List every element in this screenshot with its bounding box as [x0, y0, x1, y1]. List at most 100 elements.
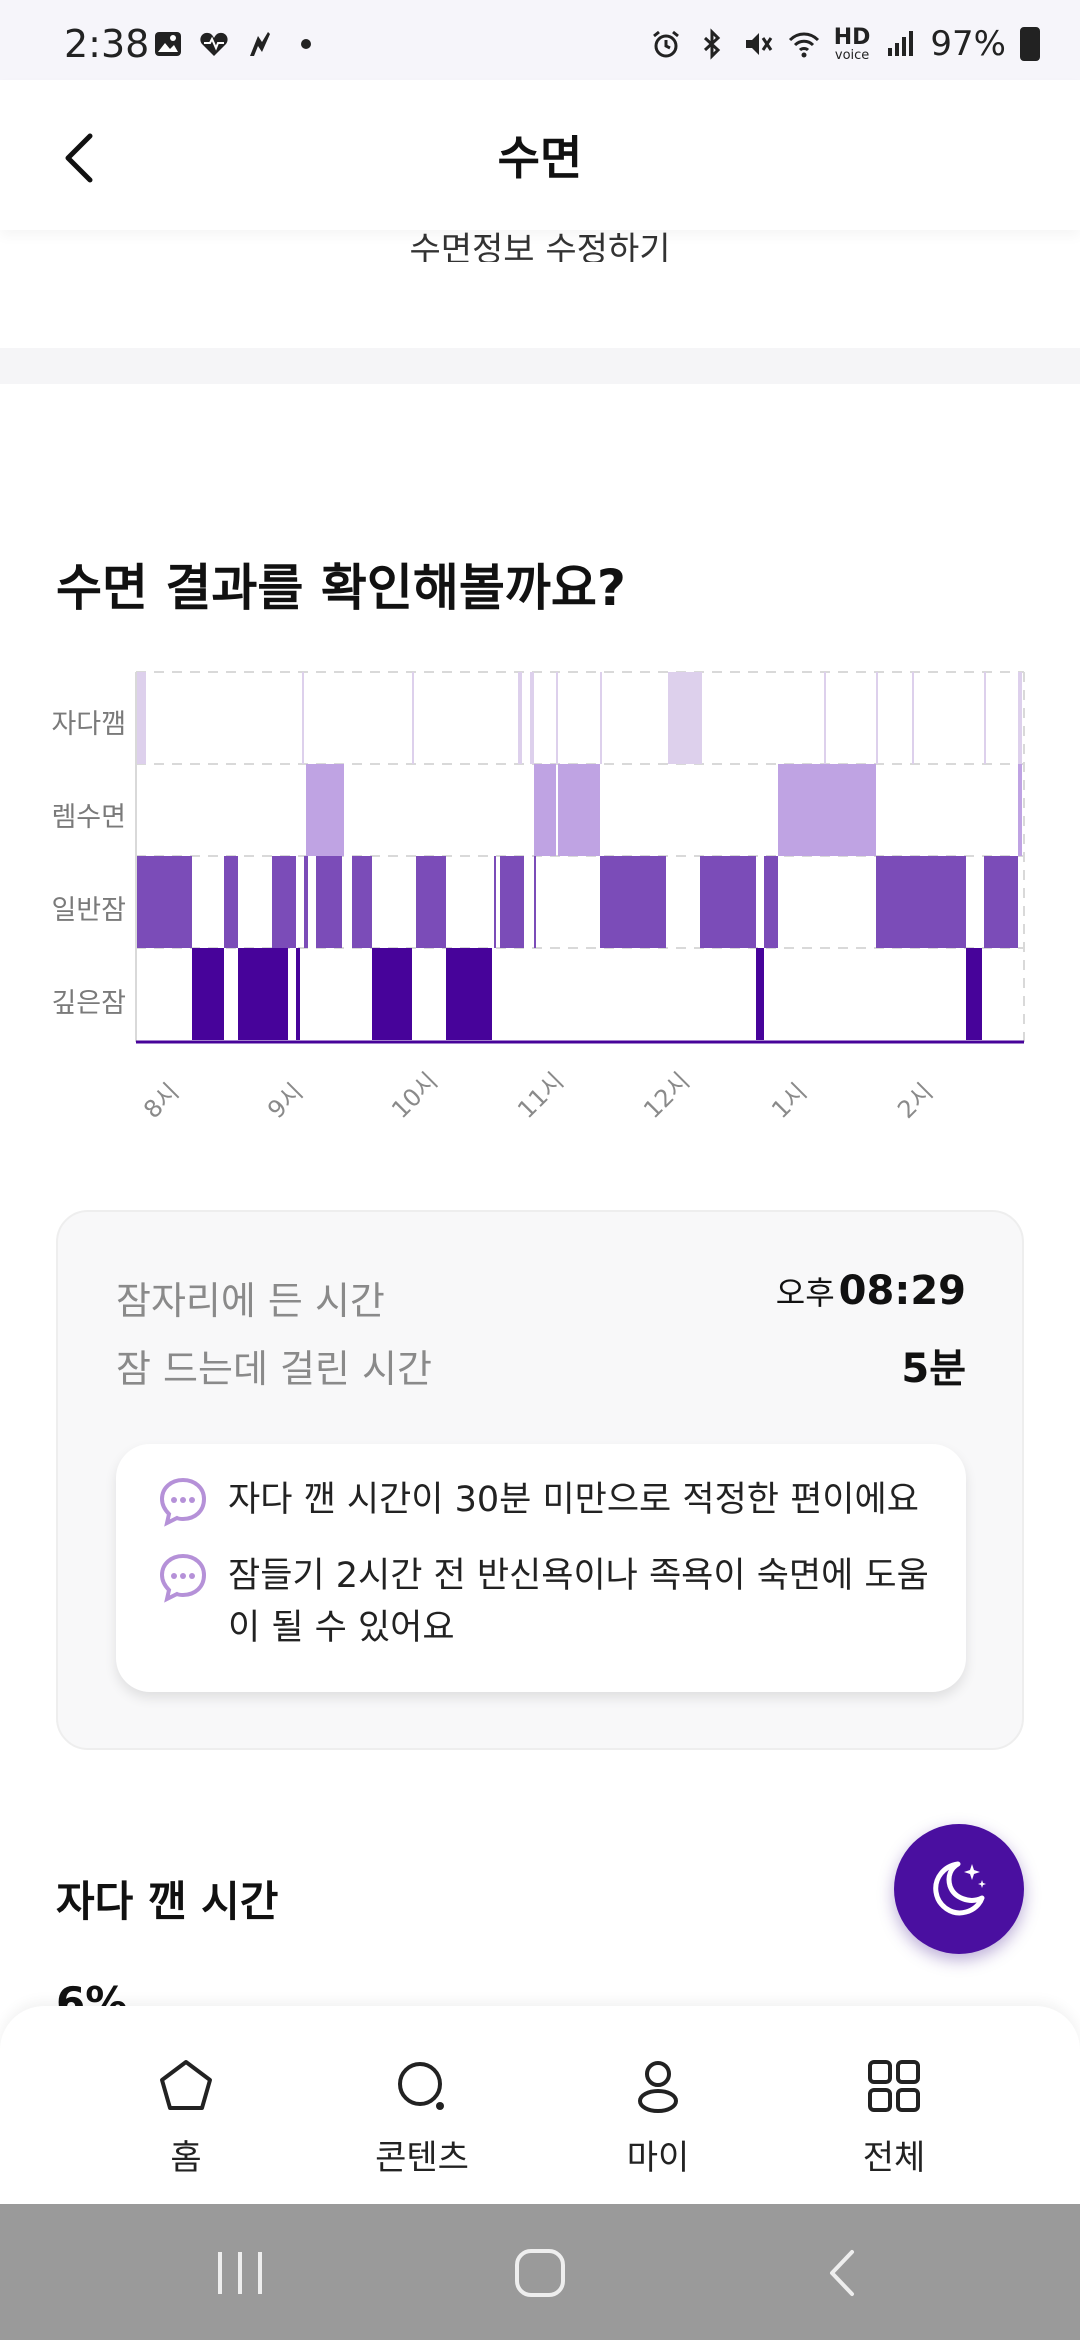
sleep-segment-rem [1018, 764, 1022, 856]
sleep-segment-rem [306, 764, 344, 856]
back-button-icon[interactable] [822, 2246, 862, 2300]
bed-time-clock: 08:29 [838, 1268, 966, 1314]
bottom-navigation: 홈 콘텐츠 마이 전체 [0, 2006, 1080, 2204]
status-time: 2:38 [64, 22, 150, 66]
hypnogram-plot [135, 671, 1025, 1044]
nav-contents-label[interactable]: 콘텐츠 [375, 2138, 469, 2178]
sleep-segment-light [914, 856, 966, 948]
sleep-summary-card: 잠자리에 든 시간 오후 08:29 잠 드는데 걸린 시간 5분 자다 깬 시간… [56, 1210, 1024, 1750]
activity-icon [250, 32, 270, 56]
sleep-onset-value: 5분 [901, 1346, 966, 1392]
home-icon [160, 2060, 212, 2110]
sleep-segment-awake [668, 672, 702, 764]
x-tick-label: 8시 [138, 1077, 185, 1125]
sleep-segment-light [494, 856, 496, 948]
sleep-segment-light [224, 856, 238, 948]
x-tick-label: 2시 [892, 1077, 939, 1125]
grid-icon [868, 2060, 920, 2112]
sleep-segment-awake [556, 672, 558, 764]
tip-item: 잠들기 2시간 전 반신욕이나 족욕이 숙면에 도움이 될 수 있어요 [156, 1550, 948, 1654]
bluetooth-icon [703, 28, 720, 60]
sleep-segment-awake [600, 672, 602, 764]
sleep-stage-chart: 자다깸 렘수면 일반잠 깊은잠 8시 9시 10시 11시 12시 1시 2시 [0, 660, 1080, 1124]
chat-bubble-icon [159, 1553, 207, 1603]
edit-sleep-info-link[interactable]: 수면정보 수정하기 [0, 222, 1080, 262]
x-tick-label: 9시 [262, 1077, 309, 1125]
tip-text: 자다 깬 시간이 30분 미만으로 적정한 편이에요 [228, 1480, 919, 1520]
sleep-segment-light [352, 856, 372, 948]
sleep-segment-light [316, 856, 342, 948]
x-tick-label: 1시 [766, 1077, 813, 1125]
sleep-segment-light [500, 856, 524, 948]
nav-all[interactable]: 전체 [794, 2056, 994, 2179]
sleep-mode-fab[interactable] [894, 1824, 1024, 1954]
signal-icon [888, 31, 914, 56]
bed-time-label: 잠자리에 든 시간 [116, 1279, 385, 1323]
search-icon [398, 2062, 444, 2110]
sleep-segment-awake [824, 672, 826, 764]
sleep-segment-awake [518, 672, 522, 764]
x-tick-label: 11시 [512, 1067, 570, 1125]
app-bar: 수면 [0, 80, 1080, 230]
sleep-result-title: 수면 결과를 확인해볼까요? [56, 559, 626, 617]
sleep-segment-awake [530, 672, 534, 764]
sleep-segment-deep [192, 948, 224, 1040]
sleep-segment-light [137, 856, 192, 948]
y-label-awake: 자다깸 [51, 709, 126, 740]
sleep-tips-box: 자다 깬 시간이 30분 미만으로 적정한 편이에요 잠들기 2시간 전 반신욕… [116, 1444, 966, 1692]
sleep-segment-light [876, 856, 914, 948]
hd-voice-icon: HD voice [833, 24, 871, 63]
home-button-icon[interactable] [512, 2246, 568, 2300]
status-bar: 2:38 HD voice 97% [0, 0, 1080, 80]
nav-my-label[interactable]: 마이 [626, 2138, 690, 2178]
battery-percent: 97% [930, 24, 1006, 64]
sleep-segment-awake [984, 672, 986, 764]
sleep-segment-deep [296, 948, 300, 1040]
sleep-segment-light [416, 856, 446, 948]
nav-home[interactable]: 홈 [86, 2056, 286, 2179]
person-icon [638, 2061, 678, 2113]
y-label-light: 일반잠 [51, 895, 126, 926]
nav-contents[interactable]: 콘텐츠 [322, 2056, 522, 2179]
recent-apps-icon[interactable] [212, 2248, 268, 2298]
system-navigation-bar [0, 2204, 1080, 2340]
nav-my[interactable]: 마이 [558, 2056, 758, 2179]
sleep-segment-rem [534, 764, 556, 856]
chat-bubble-icon [159, 1477, 207, 1527]
battery-icon [1020, 27, 1040, 61]
nav-home-label[interactable]: 홈 [170, 2138, 202, 2178]
sleep-segment-awake [137, 672, 146, 764]
bed-time-ampm: 오후 [775, 1274, 835, 1312]
sleep-segment-deep [756, 948, 764, 1040]
health-heart-icon [200, 32, 228, 56]
sleep-segment-rem [822, 764, 876, 856]
sleep-segment-awake [302, 672, 304, 764]
alarm-icon [652, 30, 679, 58]
sleep-onset-label: 잠 드는데 걸린 시간 [116, 1347, 432, 1391]
sleep-segment-awake [412, 672, 414, 764]
sleep-segment-light [700, 856, 756, 948]
x-tick-label: 10시 [386, 1067, 444, 1125]
moon-stars-icon [933, 1861, 986, 1916]
nav-all-label[interactable]: 전체 [862, 2138, 926, 2178]
x-tick-label: 12시 [638, 1067, 696, 1125]
page-title: 수면 [497, 131, 583, 185]
sleep-segment-light [272, 856, 296, 948]
bed-time-value: 오후 08:29 [776, 1268, 966, 1314]
sleep-segment-deep [966, 948, 982, 1040]
tip-item: 자다 깬 시간이 30분 미만으로 적정한 편이에요 [156, 1474, 948, 1528]
sleep-segment-awake [912, 672, 914, 764]
system-icons: HD voice 97% [650, 24, 1040, 64]
wifi-icon [788, 32, 819, 58]
dot-icon [301, 39, 311, 49]
tip-text: 잠들기 2시간 전 반신욕이나 족욕이 숙면에 도움이 될 수 있어요 [228, 1556, 929, 1648]
sleep-segment-light [534, 856, 536, 948]
back-arrow-icon[interactable] [52, 128, 112, 188]
sleep-segment-awake [876, 672, 878, 764]
section-divider [0, 348, 1080, 384]
sleep-segment-deep [488, 948, 492, 1040]
y-label-deep: 깊은잠 [51, 988, 126, 1019]
sleep-segment-awake [1018, 672, 1022, 764]
sleep-segment-deep [446, 948, 488, 1040]
sleep-segment-deep [238, 948, 282, 1040]
